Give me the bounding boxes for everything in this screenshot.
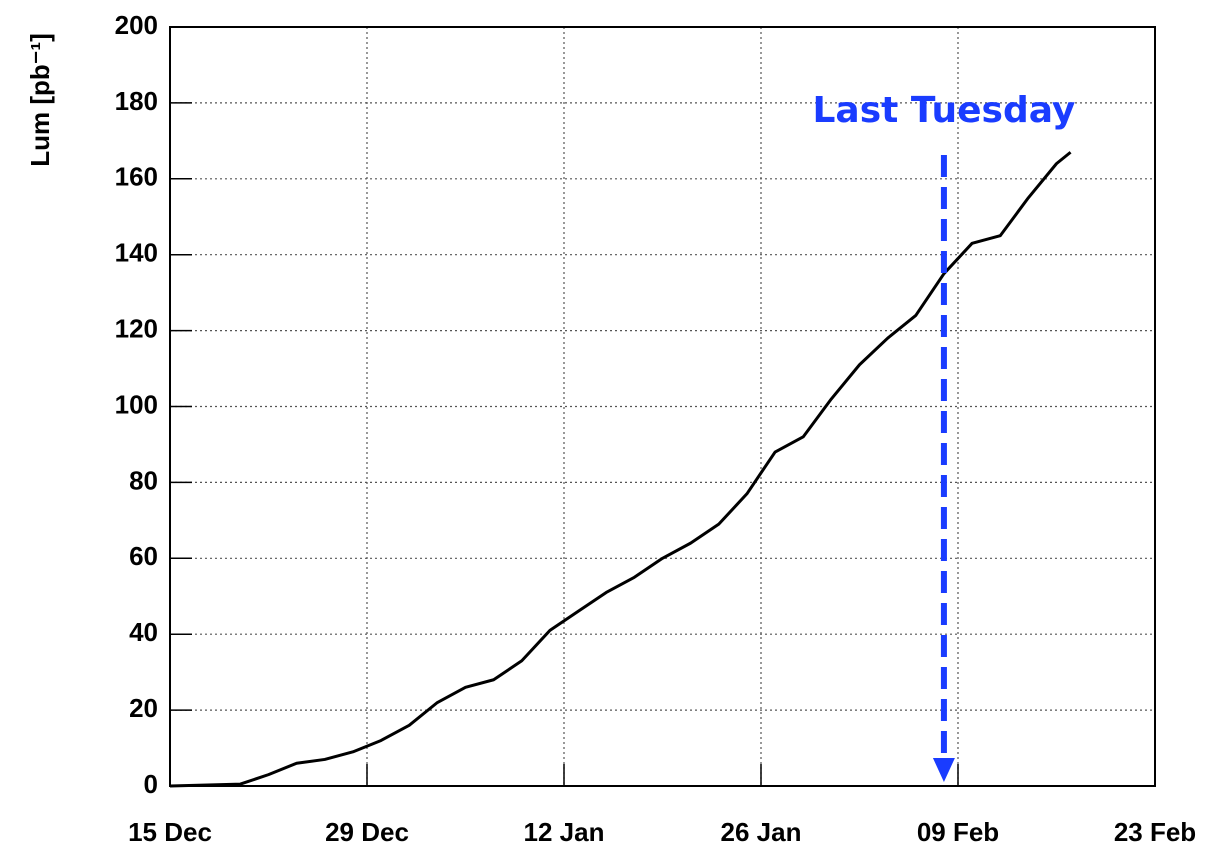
y-tick-label: 0	[144, 769, 158, 799]
y-axis-label: Lum [pb⁻¹]	[25, 33, 55, 167]
y-tick-label: 20	[129, 693, 158, 723]
x-tick-label: 15 Dec	[128, 817, 212, 847]
y-tick-label: 120	[115, 313, 158, 343]
x-tick-label: 12 Jan	[524, 817, 605, 847]
y-tick-label: 60	[129, 541, 158, 571]
x-tick-label: 23 Feb	[1114, 817, 1196, 847]
y-tick-label: 160	[115, 162, 158, 192]
y-tick-label: 100	[115, 389, 158, 419]
y-tick-label: 80	[129, 465, 158, 495]
annotation: Last Tuesday	[812, 90, 1075, 131]
y-tick-label: 40	[129, 617, 158, 647]
line	[169, 151, 1072, 788]
x-tick-label: 29 Dec	[325, 817, 409, 847]
annotation-arrowhead	[932, 758, 955, 782]
y-tick-label: 180	[115, 86, 158, 116]
x-tick-label: 09 Feb	[917, 817, 999, 847]
y-tick-label: 140	[115, 238, 158, 268]
plot-frame	[169, 26, 1156, 787]
x-tick-label: 26 Jan	[721, 817, 802, 847]
y-tick-label: 200	[115, 10, 158, 40]
